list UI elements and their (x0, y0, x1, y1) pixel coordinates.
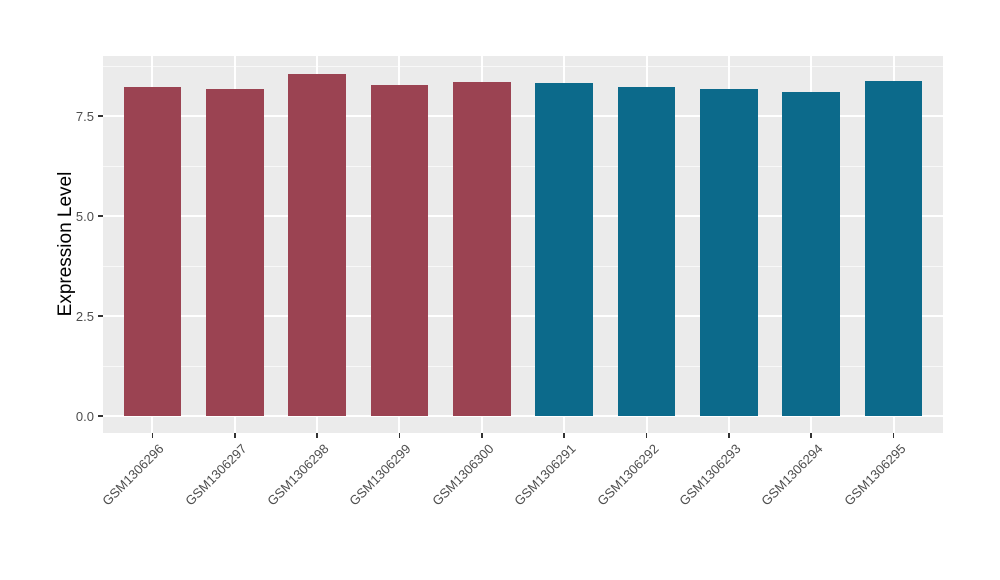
x-tick-mark (892, 433, 895, 438)
x-tick-label: GSM1306293 (676, 441, 744, 509)
x-tick-mark (728, 433, 730, 438)
y-tick-label: 2.5 (75, 308, 94, 324)
y-tick-mark (98, 215, 103, 217)
x-tick-label: GSM1306297 (182, 441, 250, 509)
bar-GSM1306294 (782, 91, 841, 416)
y-tick-mark (98, 315, 103, 317)
x-tick-mark (810, 433, 812, 438)
bar-GSM1306299 (370, 84, 429, 416)
minor-gridline (103, 366, 943, 367)
x-tick-label: GSM1306295 (840, 441, 909, 509)
major-gridline (103, 215, 943, 217)
bar-GSM1306300 (453, 82, 511, 416)
y-tick-label: 7.5 (75, 108, 94, 124)
x-tick-label: GSM1306300 (429, 441, 497, 509)
x-tick-mark (398, 433, 401, 438)
x-tick-label: GSM1306291 (511, 441, 579, 509)
y-tick-label: 5.0 (75, 208, 94, 224)
x-tick-label: GSM1306292 (593, 441, 662, 509)
y-axis-title: Expression Level (55, 171, 76, 317)
bar-GSM1306295 (864, 81, 923, 416)
bar-GSM1306292 (617, 87, 676, 416)
x-tick-mark (563, 433, 565, 438)
minor-gridline (103, 166, 943, 167)
x-tick-mark (234, 433, 236, 438)
x-tick-label: GSM1306294 (758, 441, 826, 509)
major-gridline (103, 415, 943, 417)
bar-GSM1306298 (288, 74, 346, 416)
bar-GSM1306293 (700, 89, 758, 416)
minor-gridline (103, 66, 943, 67)
x-tick-mark (316, 433, 318, 438)
y-tick-label: 0.0 (75, 408, 94, 424)
y-tick-mark (98, 115, 103, 117)
bar-GSM1306297 (205, 89, 264, 416)
x-tick-mark (481, 433, 483, 438)
x-tick-label: GSM1306299 (346, 441, 415, 509)
bar-GSM1306291 (535, 83, 593, 416)
x-tick-mark (645, 433, 648, 438)
plot-panel (103, 56, 943, 433)
x-tick-mark (151, 433, 154, 438)
y-tick-mark (98, 415, 103, 417)
major-gridline (103, 315, 943, 317)
minor-gridline (103, 266, 943, 267)
x-tick-label: GSM1306296 (99, 441, 168, 509)
major-gridline (103, 115, 943, 117)
bar-GSM1306296 (123, 87, 182, 416)
x-tick-label: GSM1306298 (264, 441, 332, 509)
